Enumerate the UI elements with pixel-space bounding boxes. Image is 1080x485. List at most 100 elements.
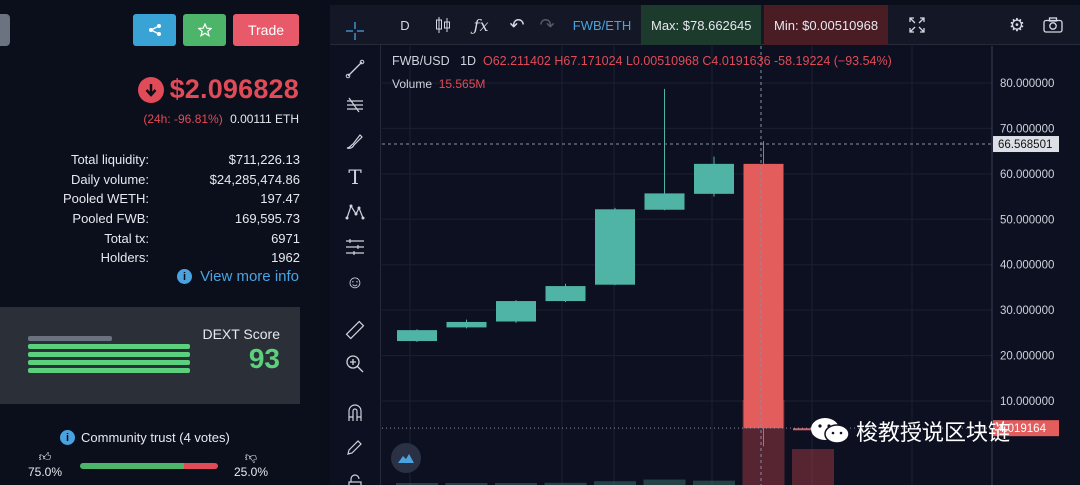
- axis-tick-label: 40.000000: [1000, 260, 1054, 272]
- stat-value: $711,226.13: [228, 152, 300, 168]
- arrow-down-icon: [137, 76, 164, 103]
- interval-selector[interactable]: D: [400, 17, 410, 33]
- volume-bar: [594, 481, 636, 485]
- settings-button[interactable]: ⚙: [1002, 5, 1032, 45]
- vote-up-percent: 75.0%: [27, 465, 63, 479]
- score-bar: [28, 368, 190, 373]
- fib-tool[interactable]: [343, 93, 367, 117]
- view-more-info-link[interactable]: i View more info: [177, 268, 299, 285]
- lock-tool[interactable]: [343, 469, 367, 485]
- candlestick-plot[interactable]: 80.000000 70.000000 60.000000 50.000000 40.0…: [382, 46, 1080, 485]
- text-tool[interactable]: T: [343, 165, 367, 189]
- volume-bar: [693, 480, 735, 485]
- token-info-panel: Trade $2.096828 (24h: -96.81%) 0.00111 E…: [0, 0, 320, 485]
- gear-icon: ⚙: [1008, 14, 1026, 35]
- stat-row: Holders: 1962: [40, 248, 300, 268]
- info-icon: i: [60, 430, 75, 445]
- score-bar: [28, 352, 190, 357]
- share-button[interactable]: [133, 14, 176, 46]
- share-icon: [148, 24, 161, 36]
- undo-icon: ↶: [509, 14, 525, 35]
- smiley-icon: ☺: [345, 271, 365, 292]
- candle-body: [595, 209, 635, 285]
- lock-drawings-tool[interactable]: [343, 435, 367, 459]
- brush-tool[interactable]: [343, 129, 367, 153]
- axis-tick-label: 80.000000: [1000, 78, 1054, 90]
- volume-legend: Volume 15.565M: [392, 77, 485, 91]
- min-price: Min: $0.00510968: [764, 5, 889, 45]
- volume-bar: [643, 479, 686, 485]
- zoom-tool[interactable]: [343, 352, 367, 376]
- stat-value: 197.47: [260, 191, 300, 207]
- stat-row: Total liquidity: $711,226.13: [40, 150, 300, 170]
- vote-up[interactable]: 👍︎ 75.0%: [27, 450, 63, 479]
- vote-down-percent: 25.0%: [233, 465, 269, 479]
- stat-label: Pooled FWB:: [72, 211, 149, 227]
- axis-tick-label: 50.000000: [1000, 214, 1054, 226]
- chart-logo-button[interactable]: [391, 443, 421, 473]
- zoom-in-icon: [346, 355, 364, 373]
- magnet-tool[interactable]: [343, 401, 367, 425]
- trust-votes: 👍︎ 75.0% 👎︎ 25.0%: [25, 450, 275, 485]
- crosshair-price-label: 66.568501: [998, 139, 1052, 151]
- redo-button[interactable]: ↷: [532, 5, 562, 45]
- dext-score-label: DEXT Score: [202, 326, 280, 342]
- trendline-icon: [345, 59, 365, 79]
- stat-label: Daily volume:: [70, 171, 149, 187]
- candlestick-icon: [436, 17, 450, 33]
- score-bar: [28, 336, 112, 341]
- fib-icon: [347, 97, 363, 113]
- lock-icon: [348, 474, 362, 485]
- pool-stats: Total liquidity: $711,226.13 Daily volume:…: [40, 150, 300, 268]
- camera-icon: [1043, 17, 1063, 33]
- wechat-watermark: 梭教授说区块链: [810, 415, 1010, 447]
- ruler-tool[interactable]: [343, 318, 367, 342]
- drawing-toolbar: T ☺: [330, 22, 381, 485]
- icon-tool[interactable]: ☺: [343, 270, 367, 294]
- pattern-tool[interactable]: [343, 200, 367, 224]
- brush-icon: [346, 134, 363, 149]
- change-percent: (24h: -96.81%): [143, 112, 223, 126]
- stat-label: Holders:: [100, 250, 149, 266]
- trendline-tool[interactable]: [343, 57, 367, 81]
- last-price-label: 4.019164: [998, 423, 1047, 435]
- legend-ohlc: O62.211402 H67.171024 L0.00510968 C4.019…: [483, 54, 892, 68]
- candle-body: [743, 163, 784, 429]
- prediction-tool[interactable]: [343, 235, 367, 259]
- redo-icon: ↷: [539, 14, 555, 35]
- axis-tick-label: 20.000000: [1000, 351, 1054, 363]
- collapse-tab[interactable]: [0, 14, 10, 46]
- pair-label[interactable]: FWB/ETH: [572, 17, 632, 33]
- crosshair-tool[interactable]: [343, 19, 367, 43]
- volume-bar: [445, 483, 488, 485]
- chart-canvas[interactable]: 80.000000 70.000000 60.000000 50.000000 40.0…: [382, 46, 1080, 485]
- score-bar: [28, 344, 190, 349]
- screenshot-button[interactable]: [1038, 5, 1068, 45]
- candle-body: [446, 321, 487, 328]
- crosshair-icon: [346, 22, 364, 40]
- fullscreen-button[interactable]: [902, 5, 932, 45]
- price-in-eth: 0.00111 ETH: [230, 112, 299, 126]
- undo-button[interactable]: ↶: [502, 5, 532, 45]
- trade-button[interactable]: Trade: [233, 14, 299, 46]
- candle-type-button[interactable]: [428, 5, 458, 45]
- vote-down[interactable]: 👎︎ 25.0%: [233, 450, 269, 479]
- axis-tick-label: 60.000000: [1000, 169, 1054, 181]
- magnet-icon: [348, 404, 362, 421]
- stat-value: $24,285,474.86: [209, 171, 300, 187]
- mountain-logo-icon: [398, 454, 414, 463]
- fullscreen-icon: [909, 17, 925, 33]
- volume-label: Volume: [392, 77, 433, 91]
- favorite-button[interactable]: [183, 14, 226, 46]
- thumbs-up-icon: 👍︎: [38, 450, 52, 464]
- community-trust-label: Community trust (4 votes): [81, 430, 230, 445]
- star-icon: [197, 23, 212, 37]
- candle-body: [397, 330, 437, 342]
- stat-row: Pooled FWB: 169,595.73: [40, 209, 300, 229]
- pattern-icon: [345, 204, 365, 220]
- volume-bar: [792, 449, 834, 485]
- stat-label: Total tx:: [104, 230, 149, 246]
- stat-row: Daily volume: $24,285,474.86: [40, 170, 300, 190]
- indicators-button[interactable]: ƒx: [466, 5, 496, 45]
- legend-symbol: FWB/USD: [392, 54, 450, 68]
